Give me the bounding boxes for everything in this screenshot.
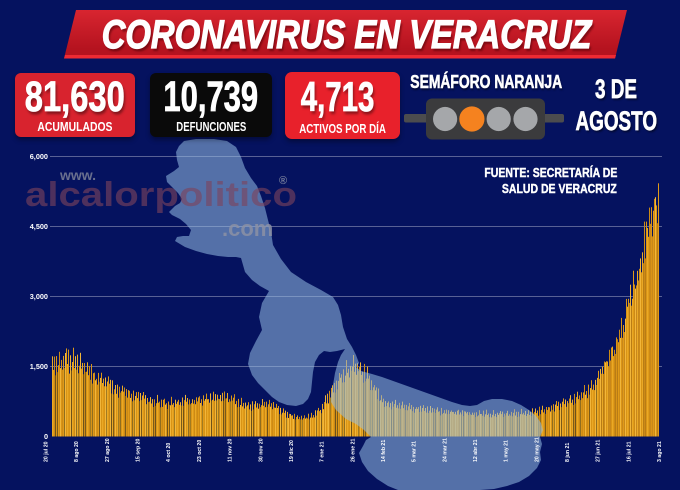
svg-text:16 jul 21: 16 jul 21	[626, 441, 632, 462]
svg-text:4 oct 20: 4 oct 20	[166, 443, 172, 462]
svg-text:27 ago 20: 27 ago 20	[105, 438, 111, 462]
svg-text:5 mar 21: 5 mar 21	[412, 441, 418, 462]
svg-text:30 nov 20: 30 nov 20	[258, 438, 264, 462]
svg-text:19 dic 20: 19 dic 20	[289, 440, 295, 462]
svg-text:15 sep 20: 15 sep 20	[136, 439, 142, 462]
svg-text:6,000: 6,000	[30, 152, 48, 161]
svg-text:26 ene 21: 26 ene 21	[350, 439, 356, 462]
svg-text:11 nov 20: 11 nov 20	[228, 439, 234, 462]
svg-text:24 mar 21: 24 mar 21	[442, 438, 448, 462]
svg-text:12 abr 21: 12 abr 21	[473, 439, 479, 462]
svg-text:3,000: 3,000	[30, 292, 48, 301]
svg-text:3 ago 21: 3 ago 21	[657, 441, 663, 462]
svg-text:0: 0	[44, 432, 48, 441]
svg-text:8 jun 21: 8 jun 21	[565, 443, 571, 462]
svg-text:14 feb 21: 14 feb 21	[381, 440, 387, 462]
svg-text:1,500: 1,500	[30, 362, 48, 371]
svg-text:8 ago 20: 8 ago 20	[74, 441, 80, 462]
svg-text:20 jul 20: 20 jul 20	[44, 441, 50, 462]
svg-text:23 oct 20: 23 oct 20	[197, 440, 203, 462]
svg-text:7 ene 21: 7 ene 21	[320, 441, 326, 462]
svg-text:4,500: 4,500	[30, 222, 48, 231]
svg-text:27 jun 21: 27 jun 21	[596, 440, 602, 462]
svg-text:20 may 21: 20 may 21	[534, 437, 540, 462]
svg-text:1 may 21: 1 may 21	[504, 440, 510, 462]
